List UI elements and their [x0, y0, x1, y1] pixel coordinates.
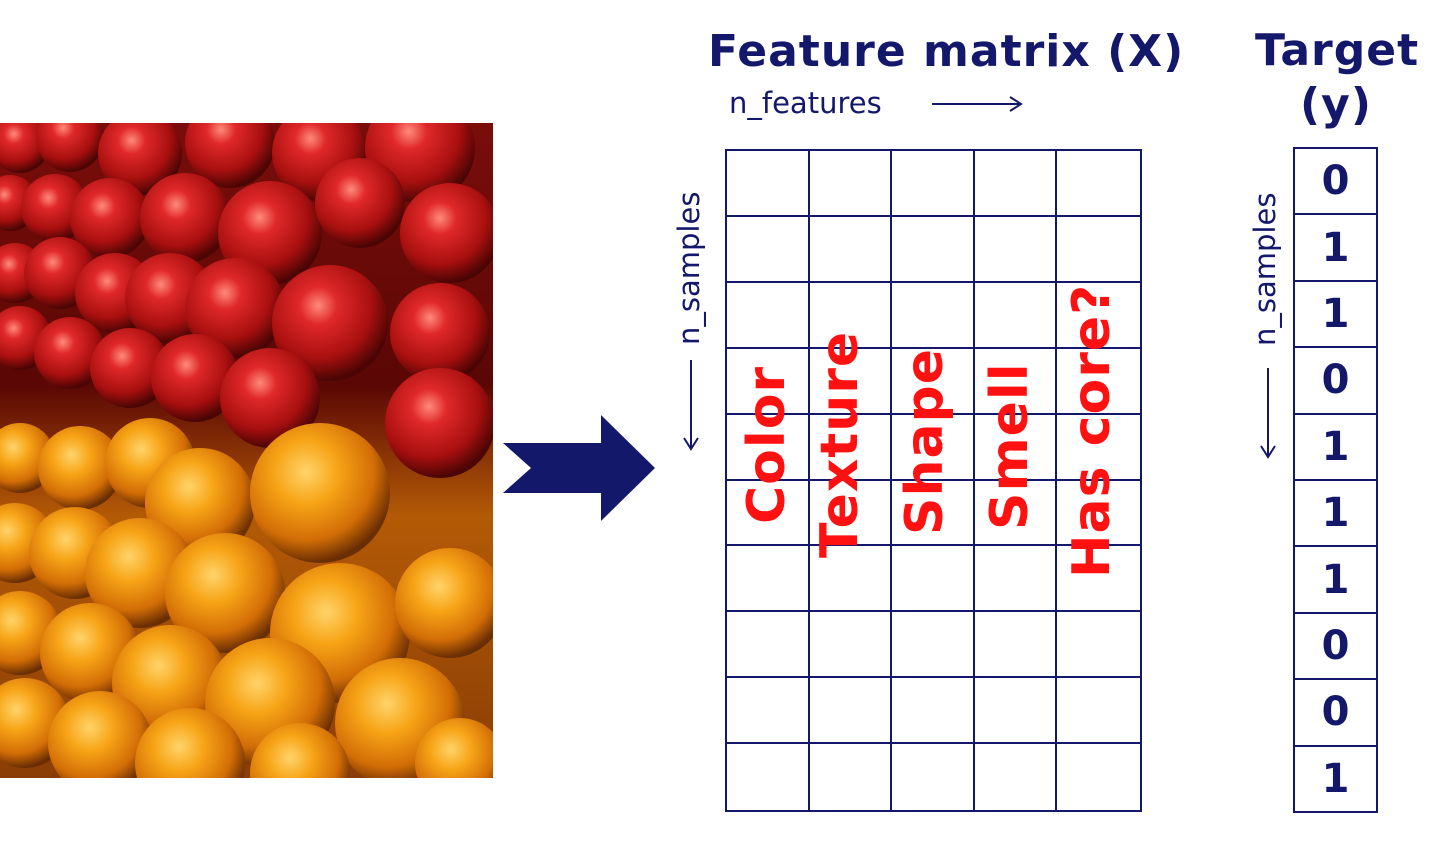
target-value: 1 [1295, 215, 1376, 282]
apple [34, 317, 106, 389]
matrix-cell [727, 678, 810, 745]
n-samples-left-label: n_samples [672, 191, 706, 345]
matrix-cell [892, 348, 975, 415]
matrix-cell [1057, 283, 1140, 349]
matrix-cell [892, 480, 975, 547]
matrix-cell [1057, 481, 1140, 547]
matrix-cell [892, 546, 975, 613]
matrix-cell [1057, 349, 1140, 415]
target-value: 0 [1295, 680, 1376, 747]
matrix-cell [727, 480, 810, 547]
apple [315, 158, 405, 248]
n-features-label: n_features [729, 86, 882, 120]
right-arrow-icon [503, 415, 655, 521]
apple [70, 178, 150, 258]
target-value: 1 [1295, 481, 1376, 548]
target-value: 1 [1295, 415, 1376, 482]
matrix-cell [892, 151, 975, 217]
matrix-cell [727, 744, 810, 810]
matrix-cell [892, 678, 975, 745]
matrix-cell [727, 348, 810, 415]
apple [140, 173, 230, 263]
apple [36, 123, 104, 172]
matrix-cell [892, 612, 975, 679]
matrix-cell [1057, 217, 1140, 283]
feature-matrix-title: Feature matrix (X) [708, 26, 1185, 77]
matrix-cell [974, 216, 1058, 283]
target-value: 0 [1295, 348, 1376, 415]
orange [48, 691, 152, 778]
matrix-cell [1057, 546, 1140, 613]
apple [400, 183, 493, 283]
apple [185, 258, 285, 358]
matrix-cell [809, 678, 893, 745]
matrix-cell [809, 282, 893, 349]
matrix-cell [727, 546, 810, 613]
target-value: 1 [1295, 282, 1376, 349]
matrix-cell [809, 546, 893, 613]
orange [250, 423, 390, 563]
matrix-cell [974, 348, 1058, 415]
orange [135, 708, 245, 778]
matrix-cell [974, 612, 1058, 679]
orange [165, 533, 285, 653]
feature-matrix-grid [725, 149, 1142, 812]
apple [185, 123, 275, 188]
down-arrow-icon [683, 360, 699, 451]
orange [415, 718, 493, 778]
target-value: 1 [1321, 755, 1350, 802]
matrix-cell [974, 546, 1058, 613]
matrix-cell [1057, 415, 1140, 481]
matrix-cell [727, 216, 810, 283]
matrix-cell [1057, 151, 1140, 217]
matrix-cell [809, 216, 893, 283]
matrix-cell [892, 216, 975, 283]
right-arrow-icon [932, 96, 1023, 112]
matrix-cell [1057, 612, 1140, 679]
matrix-cell [809, 480, 893, 547]
matrix-cell [892, 282, 975, 349]
apple [98, 123, 182, 195]
target-value: 0 [1295, 149, 1376, 216]
matrix-cell [727, 612, 810, 679]
matrix-cell [1057, 744, 1140, 810]
matrix-cell [974, 678, 1058, 745]
apple [385, 368, 493, 478]
matrix-cell [809, 612, 893, 679]
matrix-cell [892, 744, 975, 810]
apple [90, 328, 170, 408]
down-arrow-icon [1260, 368, 1276, 459]
matrix-cell [809, 348, 893, 415]
matrix-cell [727, 414, 810, 481]
matrix-cell [727, 151, 810, 217]
matrix-cell [892, 414, 975, 481]
matrix-cell [809, 414, 893, 481]
apples-oranges-photo [0, 123, 493, 778]
matrix-cell [727, 282, 810, 349]
target-title-line2: (y) [1300, 79, 1372, 130]
orange [38, 426, 122, 510]
target-title-line1: Target [1255, 25, 1420, 76]
orange [395, 548, 493, 658]
matrix-cell [974, 480, 1058, 547]
apple [272, 265, 388, 381]
target-value: 1 [1295, 547, 1376, 614]
target-title: Target (y) [1255, 24, 1420, 132]
matrix-cell [974, 414, 1058, 481]
n-samples-right: n_samples [1248, 150, 1288, 460]
matrix-cell [974, 151, 1058, 217]
orange [250, 723, 350, 778]
n-samples-right-label: n_samples [1248, 192, 1282, 346]
n-samples-left: n_samples [672, 150, 712, 460]
matrix-cell [810, 744, 893, 810]
matrix-cell [975, 744, 1058, 810]
apple [151, 334, 239, 422]
apple [390, 283, 490, 383]
matrix-cell [974, 282, 1058, 349]
apple [220, 348, 320, 448]
matrix-cell [1057, 678, 1140, 745]
target-value: 0 [1295, 614, 1376, 681]
matrix-cell [809, 151, 893, 217]
